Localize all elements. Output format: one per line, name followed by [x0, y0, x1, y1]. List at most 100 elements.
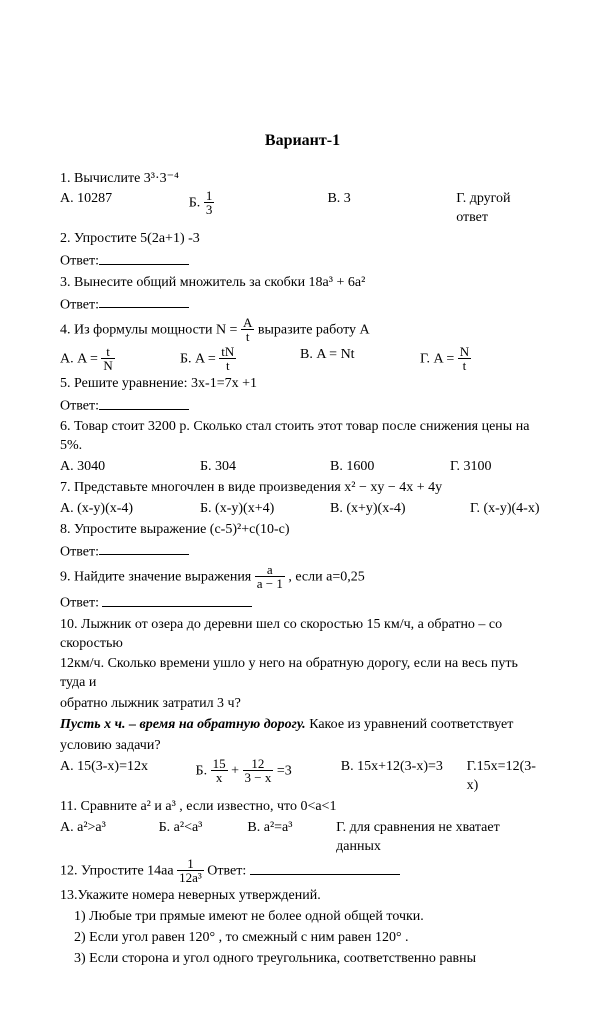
- answer-label: Ответ:: [204, 864, 250, 879]
- frac-den: x: [211, 771, 228, 784]
- q1-answers: А. 10287 Б. 13 В. 3 Г. другой ответ: [60, 190, 545, 228]
- frac-den: t: [241, 330, 254, 343]
- q5-answer-line: Ответ:: [60, 396, 545, 416]
- answer-blank: [99, 542, 189, 556]
- page-title: Вариант-1: [60, 130, 545, 152]
- q1-stem: 1. Вычислите 3³·3⁻⁴: [60, 170, 545, 189]
- answer-label: Ответ:: [60, 544, 99, 559]
- q11-stem: 11. Сравните a² и a³ , если известно, чт…: [60, 798, 545, 817]
- q11-choice-d: Г. для сравнения не хватает данных: [336, 819, 545, 857]
- fraction-icon: aa − 1: [255, 563, 285, 590]
- q6-choice-d: Г. 3100: [450, 458, 492, 477]
- q10-answers: А. 15(3-x)=12x Б. 15x + 123 − x =3 В. 15…: [60, 758, 545, 796]
- q4-answers: А. A = tN Б. A = tNt В. A = Nt Г. A = Nt: [60, 346, 545, 373]
- q1-choice-c: В. 3: [327, 190, 456, 228]
- q4-prefix: 4. Из формулы мощности N =: [60, 323, 241, 338]
- frac-num: tN: [219, 345, 236, 359]
- q6-answers: А. 3040 Б. 304 В. 1600 Г. 3100: [60, 458, 545, 477]
- plus-sign: +: [228, 764, 243, 779]
- q9-stem: 9. Найдите значение выражения aa − 1 , е…: [60, 564, 545, 591]
- fraction-icon: 15x: [211, 757, 228, 784]
- q4-stem: 4. Из формулы мощности N = At выразите р…: [60, 317, 545, 344]
- answer-label: Ответ:: [60, 297, 99, 312]
- q10-hint-tail: Какое из уравнений соответствует: [306, 717, 514, 732]
- fraction-icon: 13: [204, 189, 215, 216]
- q1-b-prefix: Б.: [189, 196, 204, 211]
- q11-choice-a: А. a²>a³: [60, 819, 159, 857]
- q11-choice-b: Б. a²<a³: [159, 819, 248, 857]
- frac-num: A: [241, 316, 254, 330]
- answer-blank: [99, 295, 189, 309]
- q10-hint-bold: Пусть x ч. – время на обратную дорогу.: [60, 717, 306, 732]
- q4-suffix: выразите работу А: [254, 323, 369, 338]
- frac-den: N: [101, 359, 114, 372]
- q10-choice-c: В. 15x+12(3-x)=3: [341, 758, 467, 796]
- q13-stem: 13.Укажите номера неверных утверждений.: [60, 887, 545, 906]
- q6-stem: 6. Товар стоит 3200 р. Сколько стал стои…: [60, 418, 545, 456]
- q10-b-prefix: Б.: [196, 764, 211, 779]
- worksheet-page: Вариант-1 1. Вычислите 3³·3⁻⁴ А. 10287 Б…: [0, 0, 595, 1011]
- q7-choice-c: В. (x+y)(x-4): [330, 500, 470, 519]
- answer-blank: [102, 593, 252, 607]
- answer-label: Ответ:: [60, 596, 102, 611]
- fraction-icon: At: [241, 316, 254, 343]
- q4-choice-b: Б. A = tNt: [180, 346, 300, 373]
- q5-stem: 5. Решите уравнение: 3x-1=7x +1: [60, 375, 545, 394]
- frac-den: 12a³: [177, 871, 204, 884]
- q12-prefix: 12. Упростите 14aa: [60, 864, 177, 879]
- q6-choice-c: В. 1600: [330, 458, 450, 477]
- q10-choice-d: Г.15x=12(3-x): [467, 758, 545, 796]
- frac-num: 12: [243, 757, 274, 771]
- fraction-icon: 123 − x: [243, 757, 274, 784]
- q3-answer-line: Ответ:: [60, 295, 545, 315]
- q11-answers: А. a²>a³ Б. a²<a³ В. a²=a³ Г. для сравне…: [60, 819, 545, 857]
- q13-item-2: 2) Если угол равен 120° , то смежный с н…: [60, 929, 545, 948]
- q10-hint-2: условию задачи?: [60, 737, 545, 756]
- q1-choice-d: Г. другой ответ: [456, 190, 545, 228]
- fraction-icon: tN: [101, 345, 114, 372]
- q10-choice-a: А. 15(3-x)=12x: [60, 758, 196, 796]
- q8-answer-line: Ответ:: [60, 542, 545, 562]
- answer-label: Ответ:: [60, 254, 99, 269]
- q13-item-3: 3) Если сторона и угол одного треугольни…: [60, 950, 545, 969]
- frac-den: a − 1: [255, 577, 285, 590]
- q9-answer-line: Ответ:: [60, 593, 545, 613]
- q4-choice-a: А. A = tN: [60, 346, 180, 373]
- q1-choice-a: А. 10287: [60, 190, 189, 228]
- frac-den: t: [458, 359, 471, 372]
- fraction-icon: Nt: [458, 345, 471, 372]
- q10-l1: 10. Лыжник от озера до деревни шел со ск…: [60, 616, 545, 654]
- frac-num: N: [458, 345, 471, 359]
- q1-choice-b: Б. 13: [189, 190, 328, 228]
- frac-num: 15: [211, 757, 228, 771]
- answer-label: Ответ:: [60, 399, 99, 414]
- q2-answer-line: Ответ:: [60, 251, 545, 271]
- frac-num: t: [101, 345, 114, 359]
- frac-num: 1: [204, 189, 215, 203]
- frac-den: 3: [204, 203, 215, 216]
- fraction-icon: tNt: [219, 345, 236, 372]
- q10-l3: обратно лыжник затратил 3 ч?: [60, 695, 545, 714]
- q7-choice-d: Г. (x-y)(4-x): [470, 500, 540, 519]
- frac-den: 3 − x: [243, 771, 274, 784]
- q4-b-prefix: Б. A =: [180, 352, 219, 367]
- answer-blank: [99, 396, 189, 410]
- answer-blank: [250, 862, 400, 876]
- q13-item-1: 1) Любые три прямые имеют не более одной…: [60, 908, 545, 927]
- q9-prefix: 9. Найдите значение выражения: [60, 570, 255, 585]
- fraction-icon: 112a³: [177, 857, 204, 884]
- q10-l2: 12км/ч. Сколько времени ушло у него на о…: [60, 655, 545, 693]
- q10-hint: Пусть x ч. – время на обратную дорогу. К…: [60, 716, 545, 735]
- q12-line: 12. Упростите 14aa 112a³ Ответ:: [60, 858, 545, 885]
- q4-d-prefix: Г. A =: [420, 352, 458, 367]
- q4-a-prefix: А. A =: [60, 352, 101, 367]
- q6-choice-b: Б. 304: [200, 458, 330, 477]
- frac-num: a: [255, 563, 285, 577]
- q2-stem: 2. Упростите 5(2a+1) -3: [60, 230, 545, 249]
- q3-stem: 3. Вынесите общий множитель за скобки 18…: [60, 274, 545, 293]
- q4-choice-c: В. A = Nt: [300, 346, 420, 373]
- q7-choice-a: А. (x-y)(x-4): [60, 500, 200, 519]
- q11-choice-c: В. a²=a³: [247, 819, 336, 857]
- frac-num: 1: [177, 857, 204, 871]
- q9-suffix: , если a=0,25: [285, 570, 365, 585]
